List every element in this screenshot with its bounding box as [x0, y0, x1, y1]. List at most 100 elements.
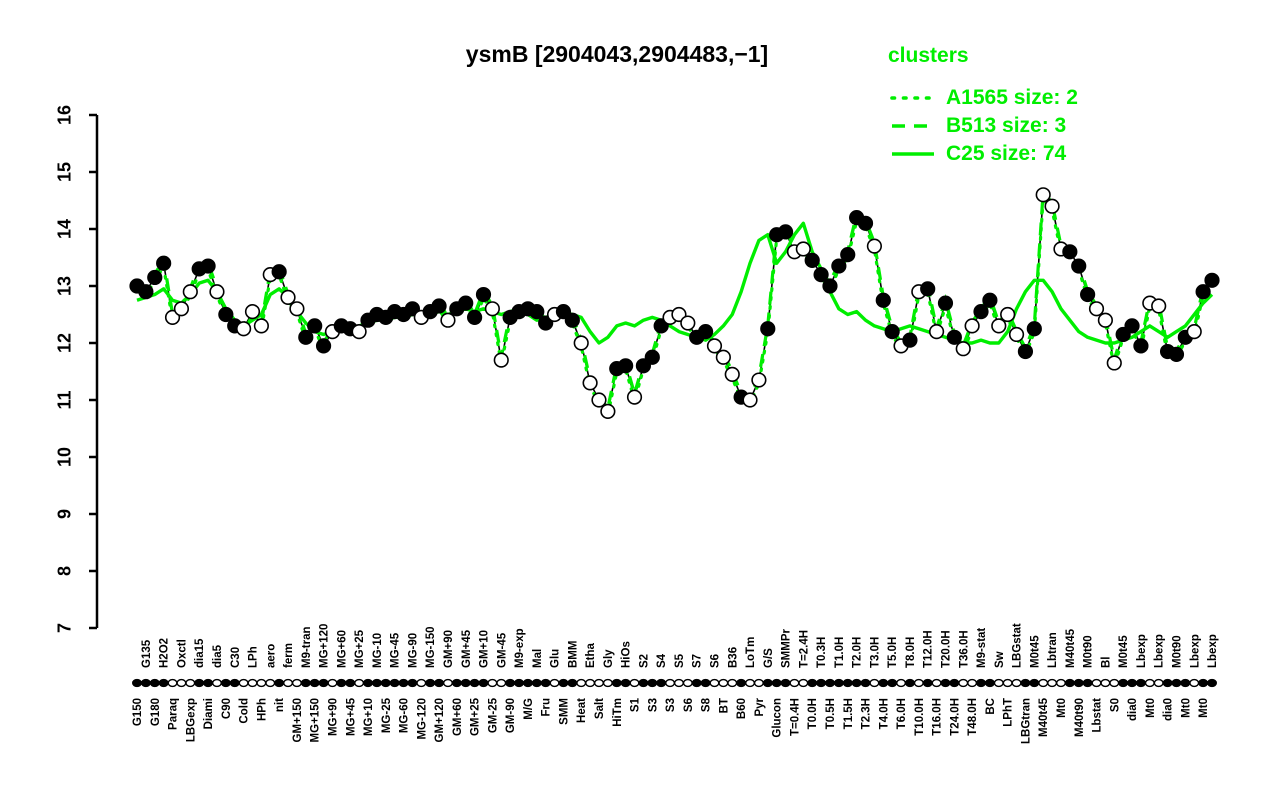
x-axis-label: C90 [221, 698, 233, 719]
x-axis-label: S7 [692, 654, 704, 668]
rug-marker [1118, 678, 1129, 688]
rug-marker [149, 678, 160, 688]
x-axis-label: MG-90 [407, 633, 419, 668]
x-axis-label: MG-60 [399, 698, 411, 733]
rug-marker [158, 678, 169, 688]
x-axis-label: dia5 [212, 644, 224, 668]
rug-marker [362, 678, 373, 688]
data-point-filled [475, 286, 492, 303]
data-point-filled [1017, 343, 1034, 360]
y-axis-tick-label: 8 [54, 566, 74, 576]
x-axis-label: T0.0H [807, 698, 819, 729]
rug-marker [887, 678, 898, 688]
rug-marker [727, 678, 738, 688]
x-axis-label: MG+10 [363, 698, 375, 736]
data-point-open [209, 284, 225, 300]
y-axis-tick-label: 11 [54, 390, 74, 409]
x-axis-label: Diami [203, 698, 215, 729]
rug-marker [1171, 678, 1182, 688]
data-point-filled [884, 324, 900, 340]
data-point-filled [644, 349, 660, 365]
data-point-open [795, 241, 811, 257]
x-axis-label: LPh [248, 646, 260, 668]
data-point-filled [1026, 321, 1042, 337]
x-axis-label: Etha [585, 642, 597, 668]
rug-marker [283, 678, 294, 688]
rug-marker [460, 678, 471, 688]
x-axis-label: HiTm [612, 698, 624, 727]
rug-marker [1038, 678, 1049, 688]
rug-marker [967, 678, 978, 688]
x-axis-label: T16.0H [932, 698, 944, 736]
x-axis-label: Glu [550, 649, 562, 668]
rug-marker [185, 678, 196, 688]
rug-marker [984, 678, 995, 688]
data-point-filled [147, 269, 163, 286]
rug-marker [1189, 678, 1200, 688]
data-point-open [493, 352, 509, 368]
data-point-open [351, 324, 367, 340]
rug-marker [753, 678, 764, 688]
x-axis-label: M9-tran [301, 626, 313, 668]
y-axis-tick-label: 13 [54, 276, 74, 296]
x-axis-label: M9-stat [976, 628, 988, 668]
rug-marker [833, 678, 844, 688]
rug-marker [203, 678, 214, 688]
data-point-filled [271, 264, 287, 280]
x-axis-label: dia0 [1127, 698, 1139, 721]
rug-marker [1127, 678, 1138, 688]
rug-marker [1144, 678, 1155, 688]
rug-marker [1002, 678, 1013, 688]
rug-marker [816, 678, 827, 688]
rug-marker [1047, 678, 1058, 688]
rug-marker [736, 678, 747, 688]
data-point-open [1151, 298, 1167, 314]
data-point-filled [902, 332, 918, 348]
data-point-filled [618, 358, 634, 374]
x-axis-label: M/G [523, 698, 535, 720]
data-point-open [440, 312, 456, 328]
data-point-filled [1168, 346, 1185, 363]
x-axis-label: LBGstat [1012, 623, 1024, 668]
data-point-filled [529, 304, 545, 320]
data-point-open [742, 392, 758, 408]
rug-marker [531, 678, 542, 688]
data-point-filled [982, 292, 998, 308]
x-axis-label: MG-25 [381, 697, 393, 733]
data-point-open [706, 338, 723, 354]
condition-rug [131, 678, 1217, 688]
data-point-open [866, 238, 882, 254]
rug-marker [913, 678, 924, 688]
data-point-filled [156, 255, 172, 271]
rug-marker [265, 678, 276, 688]
x-axis-label: T4.0H [878, 698, 890, 729]
x-axis-label: Lbtran [1047, 632, 1059, 668]
data-point-open [1035, 187, 1051, 203]
y-axis-tick-label: 10 [54, 447, 74, 467]
rug-marker [291, 678, 302, 688]
rug-marker [656, 678, 667, 688]
x-axis-label: HPh [256, 698, 268, 721]
rug-marker [220, 678, 231, 688]
rug-marker [700, 678, 711, 688]
x-axis-label: Salt [594, 698, 606, 719]
x-axis-label: M0t45 [1118, 635, 1130, 668]
rug-marker [398, 678, 409, 688]
data-point-filled [777, 224, 794, 240]
rug-marker [345, 678, 356, 688]
x-axis-label: GM-90 [505, 698, 517, 733]
data-point-filled [1080, 286, 1096, 303]
rug-marker [1064, 678, 1075, 688]
rug-marker [442, 678, 453, 688]
rug-marker [1029, 678, 1040, 688]
x-axis-label: MG-150 [425, 626, 437, 668]
x-axis-label: Lbexp [1207, 634, 1219, 668]
x-axis-label: MG+25 [354, 629, 366, 668]
rug-marker [745, 678, 756, 688]
data-point-open [964, 318, 980, 334]
rug-marker [922, 678, 933, 688]
x-axis-label: Mt0 [1198, 698, 1210, 718]
x-axis-label: Cold [239, 698, 251, 724]
rug-marker [540, 678, 551, 688]
x-axis-label: T36.0H [958, 630, 970, 668]
